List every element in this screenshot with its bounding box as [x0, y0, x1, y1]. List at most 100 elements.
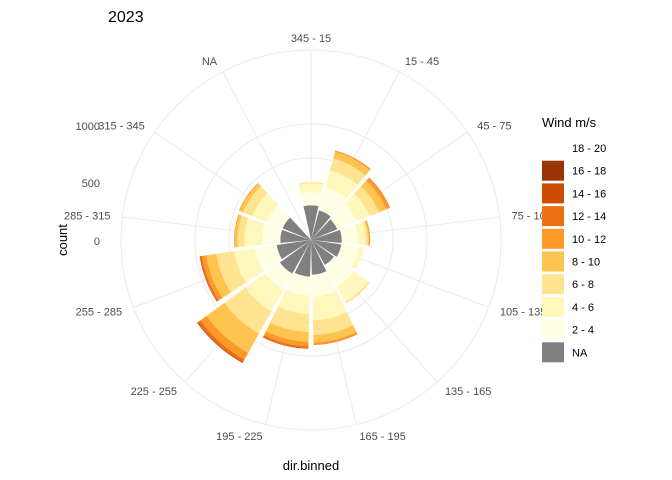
- bars-layer: [197, 150, 390, 364]
- bar-segment-10-6-8: [237, 215, 249, 248]
- bar-segment-9-NA: [276, 240, 311, 260]
- direction-label-8: 225 - 255: [131, 386, 177, 398]
- bar-segment-9-12-14: [200, 255, 219, 302]
- bar-segment-2-NA: [311, 219, 338, 240]
- y-axis-label: count: [55, 224, 70, 256]
- legend-swatch-0: [542, 138, 564, 158]
- grid-spoke-12: [222, 71, 312, 241]
- bar-segment-11-6-8: [243, 186, 268, 217]
- bar-segment-8-NA: [279, 240, 311, 274]
- bar-segment-8-4-6: [245, 273, 284, 311]
- legend-swatch-1: [542, 160, 564, 181]
- bar-segment-7-8-10: [265, 322, 309, 342]
- bar-segment-0-6-8: [298, 182, 324, 185]
- direction-label-5: 135 - 165: [445, 386, 491, 398]
- bar-segment-8-10-12: [200, 315, 249, 360]
- bar-segment-10-8-10: [234, 214, 242, 248]
- legend-swatch-4: [542, 228, 564, 249]
- bar-segment-2-6-8: [354, 186, 379, 217]
- direction-label-4: 105 - 135: [500, 307, 546, 319]
- bar-segment-9-6-8: [216, 251, 246, 293]
- direction-label-12: NA: [202, 56, 218, 68]
- direction-label-0: 345 - 15: [291, 33, 331, 45]
- bar-segment-5-2-4: [324, 256, 355, 287]
- bar-segment-11-4-6: [252, 193, 279, 222]
- legend-label-9: NA: [572, 347, 588, 359]
- bar-segment-10-10-12: [234, 214, 240, 248]
- legend-swatch-9: [542, 342, 564, 363]
- legend-swatch-2: [542, 183, 564, 204]
- legend-swatch-8: [542, 319, 564, 340]
- bar-segment-11-2-4: [266, 204, 291, 229]
- bar-segment-8-12-14: [197, 320, 245, 363]
- legend-swatch-5: [542, 251, 564, 272]
- bar-segment-10-2-4: [261, 223, 283, 245]
- bar-segment-11-10-12: [238, 183, 259, 211]
- bar-segment-1-10-12: [334, 150, 371, 171]
- direction-label-10: 285 - 315: [64, 211, 110, 223]
- bar-segment-1-4-6: [325, 170, 358, 199]
- bar-segment-7-2-4: [286, 272, 311, 296]
- legend-swatch-7: [542, 296, 564, 317]
- bar-segment-1-NA: [311, 210, 331, 240]
- bar-segment-3-10-12: [365, 220, 371, 246]
- bar-segment-11-NA: [282, 217, 311, 240]
- radial-tick-500: 500: [82, 178, 100, 190]
- bar-segment-0-4-6: [298, 183, 324, 194]
- legend-label-6: 6 - 8: [572, 279, 594, 291]
- bar-segment-1-8-10: [333, 151, 370, 176]
- bar-segment-7-12-14: [263, 335, 309, 349]
- bar-segment-6-8-10: [313, 325, 357, 343]
- bar-segment-7-4-6: [278, 289, 310, 315]
- bar-segment-7-10-12: [263, 331, 309, 347]
- direction-label-1: 15 - 45: [405, 56, 439, 68]
- bar-segment-8-6-8: [224, 287, 272, 334]
- direction-label-7: 195 - 225: [216, 431, 262, 443]
- radial-tick-0: 0: [94, 236, 100, 248]
- direction-label-9: 255 - 285: [76, 307, 122, 319]
- x-axis-label: dir.binned: [283, 458, 339, 473]
- legend-label-7: 4 - 6: [572, 302, 594, 314]
- bar-segment-2-8-10: [360, 180, 387, 213]
- bar-segment-7-6-8: [270, 306, 310, 333]
- bar-segment-10-NA: [280, 229, 311, 243]
- bar-segment-6-NA: [311, 240, 327, 275]
- chart-title: 2023: [108, 9, 144, 26]
- direction-label-6: 165 - 195: [359, 431, 405, 443]
- bar-segment-3-6-8: [362, 221, 368, 246]
- bar-segment-3-NA: [311, 229, 342, 243]
- bar-segment-6-10-12: [313, 331, 358, 345]
- bar-segment-6-2-4: [311, 271, 337, 297]
- direction-label-2: 45 - 75: [477, 120, 511, 132]
- bar-segment-9-4-6: [234, 248, 264, 283]
- bar-segment-0-NA: [303, 205, 319, 240]
- bar-segment-9-2-4: [254, 245, 282, 272]
- legend-swatch-6: [542, 274, 564, 295]
- radial-tick-1000: 1000: [76, 121, 100, 133]
- bar-segment-2-10-12: [366, 178, 390, 210]
- bar-segment-8-2-4: [265, 262, 293, 290]
- direction-label-3: 75 - 105: [512, 211, 552, 223]
- legend-label-5: 8 - 10: [572, 257, 600, 269]
- bar-segment-4-2-4: [336, 244, 359, 267]
- legend-label-1: 16 - 18: [572, 166, 606, 178]
- bar-segment-4-NA: [311, 240, 342, 257]
- legend-label-2: 14 - 16: [572, 188, 606, 200]
- labels-layer: 345 - 15 15 - 45 45 - 75 75 - 105 105 - 135 1…: [64, 33, 552, 443]
- legend-swatch-3: [542, 206, 564, 227]
- bar-segment-5-4-6: [336, 271, 369, 302]
- legend-title: Wind m/s: [542, 115, 597, 130]
- bar-segment-11-8-10: [239, 183, 262, 213]
- bar-segment-1-6-8: [330, 158, 366, 185]
- bar-segment-10-4-6: [244, 217, 265, 247]
- bar-segment-2-2-4: [330, 203, 357, 230]
- legend-label-8: 2 - 4: [572, 325, 594, 337]
- bar-segment-5-6-8: [345, 281, 370, 304]
- legend: 18 - 20 16 - 18 14 - 16 12 - 14 10 - 12 8 - 1…: [542, 138, 606, 363]
- bar-segment-1-2-4: [319, 187, 347, 217]
- bar-segment-3-2-4: [339, 224, 358, 245]
- legend-label-4: 10 - 12: [572, 234, 606, 246]
- bar-segment-2-4-6: [344, 193, 370, 222]
